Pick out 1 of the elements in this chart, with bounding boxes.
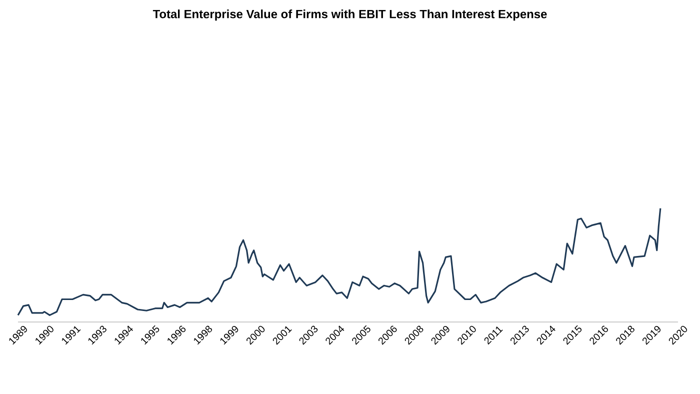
chart-title: Total Enterprise Value of Firms with EBIT Less Than Interest Expense <box>152 10 547 21</box>
